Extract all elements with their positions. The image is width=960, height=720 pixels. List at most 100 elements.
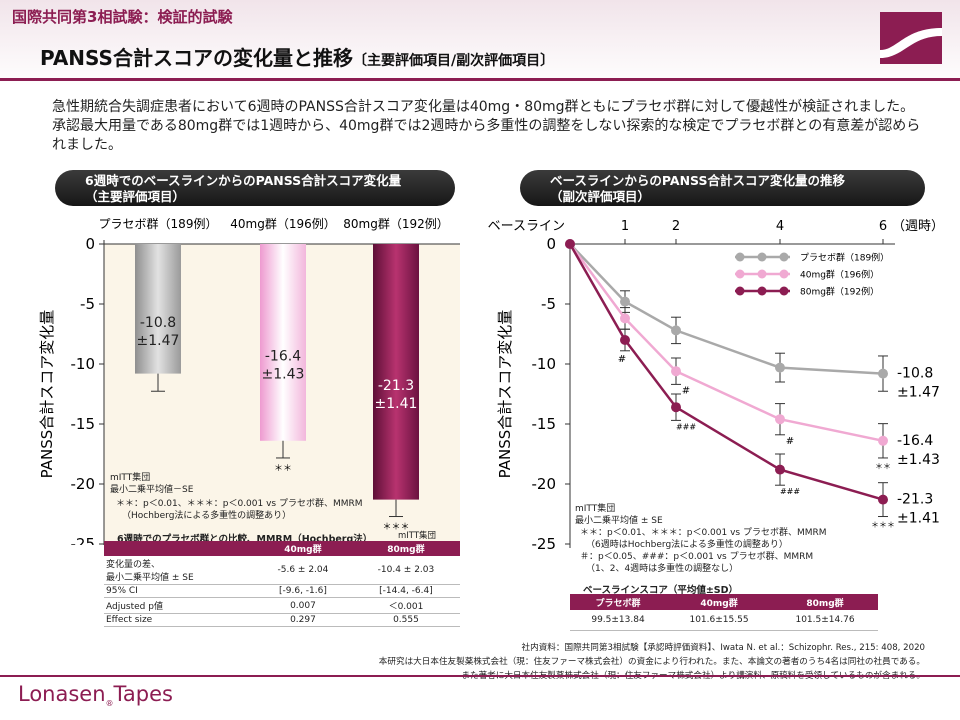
significance-mark: ＊＊＊ [871, 521, 895, 530]
x-unit-label: （週時） [892, 219, 944, 234]
y-tick-label: -10 [532, 355, 557, 373]
data-point [775, 464, 785, 475]
legend-marker [735, 269, 745, 279]
right-note-adjustment: （6週時はHochberg法による多重性の調整あり） [586, 540, 788, 550]
bar-chart: 0 -5 -10 -15 -20 -25 PANSS合計スコア変化量 プラセボ群（189例） -… [38, 217, 460, 545]
title-divider [0, 78, 960, 81]
stats-table: 40mg群 80mg群 変化量の差、 最小二乗平均値 ± SE -5.6 ± 2.… [104, 541, 460, 627]
data-point [878, 435, 888, 446]
brand-logo: Lonasen®Tapes [18, 682, 173, 708]
stats-population: mITT集団 [398, 531, 437, 541]
stats-row-label: 変化量の差、 最小二乗平均値 ± SE [104, 556, 254, 585]
y-tick-label: -15 [71, 415, 96, 433]
legend-marker [757, 286, 767, 296]
stats-header-40mg: 40mg群 [254, 541, 352, 556]
left-panel-title: 6週時でのベースラインからのPANSS合計スコア変化量 （主要評価項目） [55, 170, 455, 206]
y-tick-label: 0 [546, 235, 556, 253]
baseline-header-80mg: 80mg群 [772, 594, 878, 610]
left-note-adjustment: （Hochberg法による多重性の調整あり） [122, 511, 292, 521]
brand-logo-icon [880, 12, 942, 64]
bar [135, 244, 181, 374]
significance-mark: ### [780, 487, 800, 496]
y-axis-label: PANSS合計スコア変化量 [496, 310, 514, 479]
y-tick-label: -25 [71, 535, 96, 545]
right-note-hash: ＃：p＜0.05、###：p＜0.001 vs プラセボ群、MMRM [580, 552, 814, 562]
x-tick-label: 4 [776, 219, 784, 234]
right-note-population: mITT集団 [575, 504, 616, 514]
stats-cell-40mg: 0.007 [254, 597, 352, 614]
legend-marker [757, 252, 767, 262]
bar-value-label: -10.8 [140, 315, 176, 331]
brand-name: Lonasen [18, 682, 106, 706]
legend-label: 80mg群（192例） [800, 286, 879, 298]
baseline-header-placebo: プラセボ群 [570, 594, 667, 610]
y-tick-label: -20 [532, 475, 557, 493]
y-tick-label: -5 [80, 295, 95, 313]
right-panel-title-line1: ベースラインからのPANSS合計スコア変化量の推移 [550, 173, 845, 188]
legend-marker [757, 269, 767, 279]
bar-se-label: ±1.47 [137, 333, 180, 349]
category-label: 40mg群（196例） [230, 217, 335, 231]
data-point [620, 296, 630, 307]
end-value-label: -21.3 [897, 492, 933, 508]
baseline-table-title: ベースラインスコア（平均値±SD） [583, 585, 739, 596]
data-point [878, 494, 888, 505]
right-panel-title-line2: （副次評価項目） [550, 189, 651, 204]
y-tick-label: -10 [71, 355, 96, 373]
stats-cell-80mg: ＜0.001 [351, 597, 460, 614]
right-note-hash-adjustment: （1、2、4週時は多重性の調整なし） [586, 564, 739, 574]
stats-row-label: Effect size [104, 613, 254, 627]
y-tick-label: -5 [541, 295, 556, 313]
table-row: 99.5±13.84 101.6±15.55 101.5±14.76 [570, 610, 878, 631]
stats-cell-80mg: -10.4 ± 2.03 [351, 556, 460, 585]
stats-header-row: 40mg群 80mg群 [104, 541, 460, 556]
table-row: 95% CI [-9.6, -1.6] [-14.4, -6.4] [104, 584, 460, 598]
brand-reg: ® [105, 699, 114, 709]
reference-line: 社内資料：国際共同第3相試験【承認時評価資料】、Iwata N. et al.：… [521, 643, 925, 653]
significance-mark: ### [676, 422, 696, 431]
y-tick-label: -15 [532, 415, 557, 433]
stats-cell-40mg: 0.297 [254, 613, 352, 627]
legend-label: 40mg群（196例） [800, 269, 879, 281]
bar-value-label: -21.3 [378, 378, 414, 394]
table-row: Adjusted p値 0.007 ＜0.001 [104, 597, 460, 614]
significance-mark: # [682, 385, 690, 396]
significance-mark: # [618, 354, 626, 365]
left-note-significance: ＊＊：p＜0.01、＊＊＊：p＜0.001 vs プラセボ群、MMRM [116, 499, 363, 509]
trial-title: 国際共同第3相試験：検証的試験 [12, 8, 233, 26]
data-point [775, 362, 785, 373]
summary-text: 急性期統合失調症患者において6週時のPANSS合計スコア変化量は40mg・80m… [52, 99, 921, 153]
footer-divider [0, 675, 960, 677]
brand-suffix: Tapes [113, 682, 173, 706]
table-row: Effect size 0.297 0.555 [104, 613, 460, 627]
page-title: PANSS合計スコアの変化量と推移〔主要評価項目/副次評価項目〕 [40, 42, 554, 71]
right-panel-title: ベースラインからのPANSS合計スコア変化量の推移 （副次評価項目） [520, 170, 925, 206]
stats-cell-40mg: -5.6 ± 2.04 [254, 556, 352, 585]
y-tick-label: -20 [71, 475, 96, 493]
data-point [671, 325, 681, 336]
title-text: PANSS合計スコアの変化量と推移 [40, 46, 353, 70]
left-note-stat: 最小二乗平均値－SE [110, 485, 194, 495]
data-point [878, 368, 888, 379]
legend-marker [779, 252, 789, 262]
end-value-label: ±1.41 [897, 511, 940, 527]
data-point [671, 402, 681, 413]
baseline-cell-placebo: 99.5±13.84 [570, 610, 667, 631]
right-note-significance: ＊＊：p＜0.01、＊＊＊：p＜0.001 vs プラセボ群、MMRM [580, 528, 827, 538]
baseline-table: プラセボ群 40mg群 80mg群 99.5±13.84 101.6±15.55… [570, 594, 878, 631]
baseline-header-row: プラセボ群 40mg群 80mg群 [570, 594, 878, 610]
significance-mark: # [786, 436, 794, 447]
bar [260, 244, 306, 441]
legend-marker [779, 286, 789, 296]
end-value-label: ±1.47 [897, 385, 940, 401]
stats-row-label: 95% CI [104, 584, 254, 598]
left-note-population: mITT集団 [110, 473, 151, 483]
y-tick-label: -25 [532, 535, 557, 553]
stats-cell-80mg: [-14.4, -6.4] [351, 584, 460, 598]
legend-label: プラセボ群（189例） [800, 252, 889, 264]
bar-se-label: ±1.41 [375, 396, 418, 412]
stats-row-label: Adjusted p値 [104, 597, 254, 614]
stats-table-title: 6週時でのプラセボ群との比較、MMRM（Hochberg法） [117, 534, 373, 545]
legend-marker [779, 269, 789, 279]
legend-marker [735, 286, 745, 296]
